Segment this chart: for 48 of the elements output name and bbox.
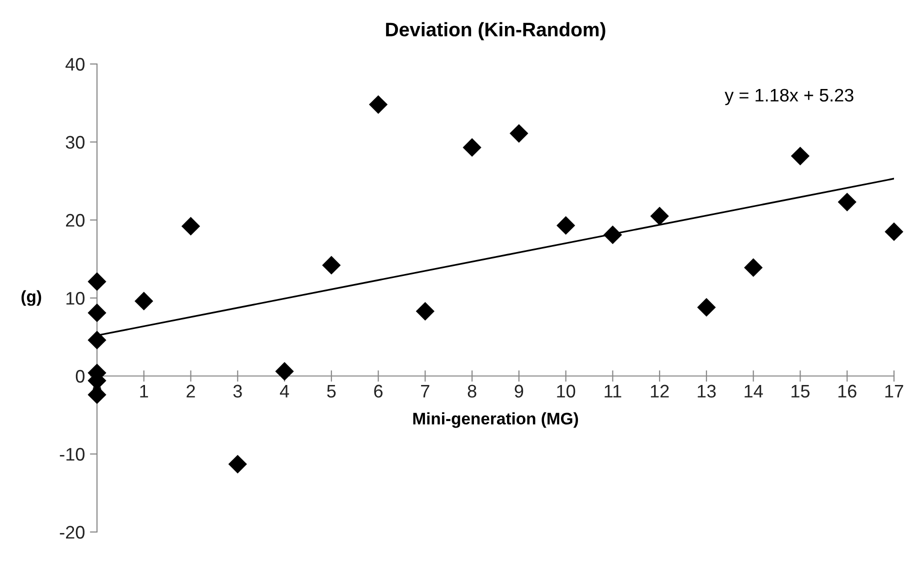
point xyxy=(275,362,294,381)
x-tick-label: 7 xyxy=(421,384,430,398)
x-tick-label: 16 xyxy=(838,384,856,398)
point xyxy=(88,330,106,350)
x-tick-label: 13 xyxy=(698,384,716,398)
x-tick-label: 6 xyxy=(374,384,383,398)
x-tick-label: 14 xyxy=(744,384,763,398)
y-tick-label: 20 xyxy=(66,214,84,227)
x-tick-label: 12 xyxy=(650,384,669,398)
y-tick-label: 10 xyxy=(66,292,84,305)
point xyxy=(134,292,154,310)
point xyxy=(368,95,388,114)
y-axis-title: (g) xyxy=(22,290,42,306)
point xyxy=(556,216,576,235)
point xyxy=(322,256,341,275)
chart-title: Deviation (Kin-Random) xyxy=(386,22,606,40)
y-tick-label: 0 xyxy=(76,370,84,383)
point xyxy=(228,454,247,474)
x-tick-label: 17 xyxy=(885,384,904,398)
point xyxy=(416,302,434,321)
point xyxy=(510,124,528,143)
x-axis-title: Mini-generation (MG) xyxy=(413,412,578,428)
x-tick-label: 15 xyxy=(792,384,810,398)
y-tick-label: 30 xyxy=(66,136,84,149)
y-tick-label: -20 xyxy=(60,526,84,539)
point xyxy=(603,226,622,244)
x-tick-label: 3 xyxy=(233,384,242,398)
x-tick-label: 4 xyxy=(280,384,290,398)
point xyxy=(697,298,716,317)
point xyxy=(884,222,904,242)
point xyxy=(650,206,669,226)
point xyxy=(462,138,482,157)
x-tick-label: 5 xyxy=(327,384,336,398)
point xyxy=(790,146,810,166)
x-tick-label: 10 xyxy=(557,384,576,398)
point xyxy=(88,304,106,322)
annotation: y = 1.18x + 5.23 xyxy=(724,88,854,106)
y-tick-label: -10 xyxy=(60,448,84,461)
x-tick-label: 8 xyxy=(468,384,476,398)
point xyxy=(744,258,763,277)
x-tick-label: 2 xyxy=(186,384,195,398)
point xyxy=(181,216,200,236)
x-tick-label: 11 xyxy=(604,384,622,398)
x-tick-label: 1 xyxy=(140,384,148,398)
point xyxy=(88,272,106,291)
x-tick-label: 9 xyxy=(514,384,524,398)
point xyxy=(838,192,856,212)
y-tick-label: 40 xyxy=(66,58,84,71)
